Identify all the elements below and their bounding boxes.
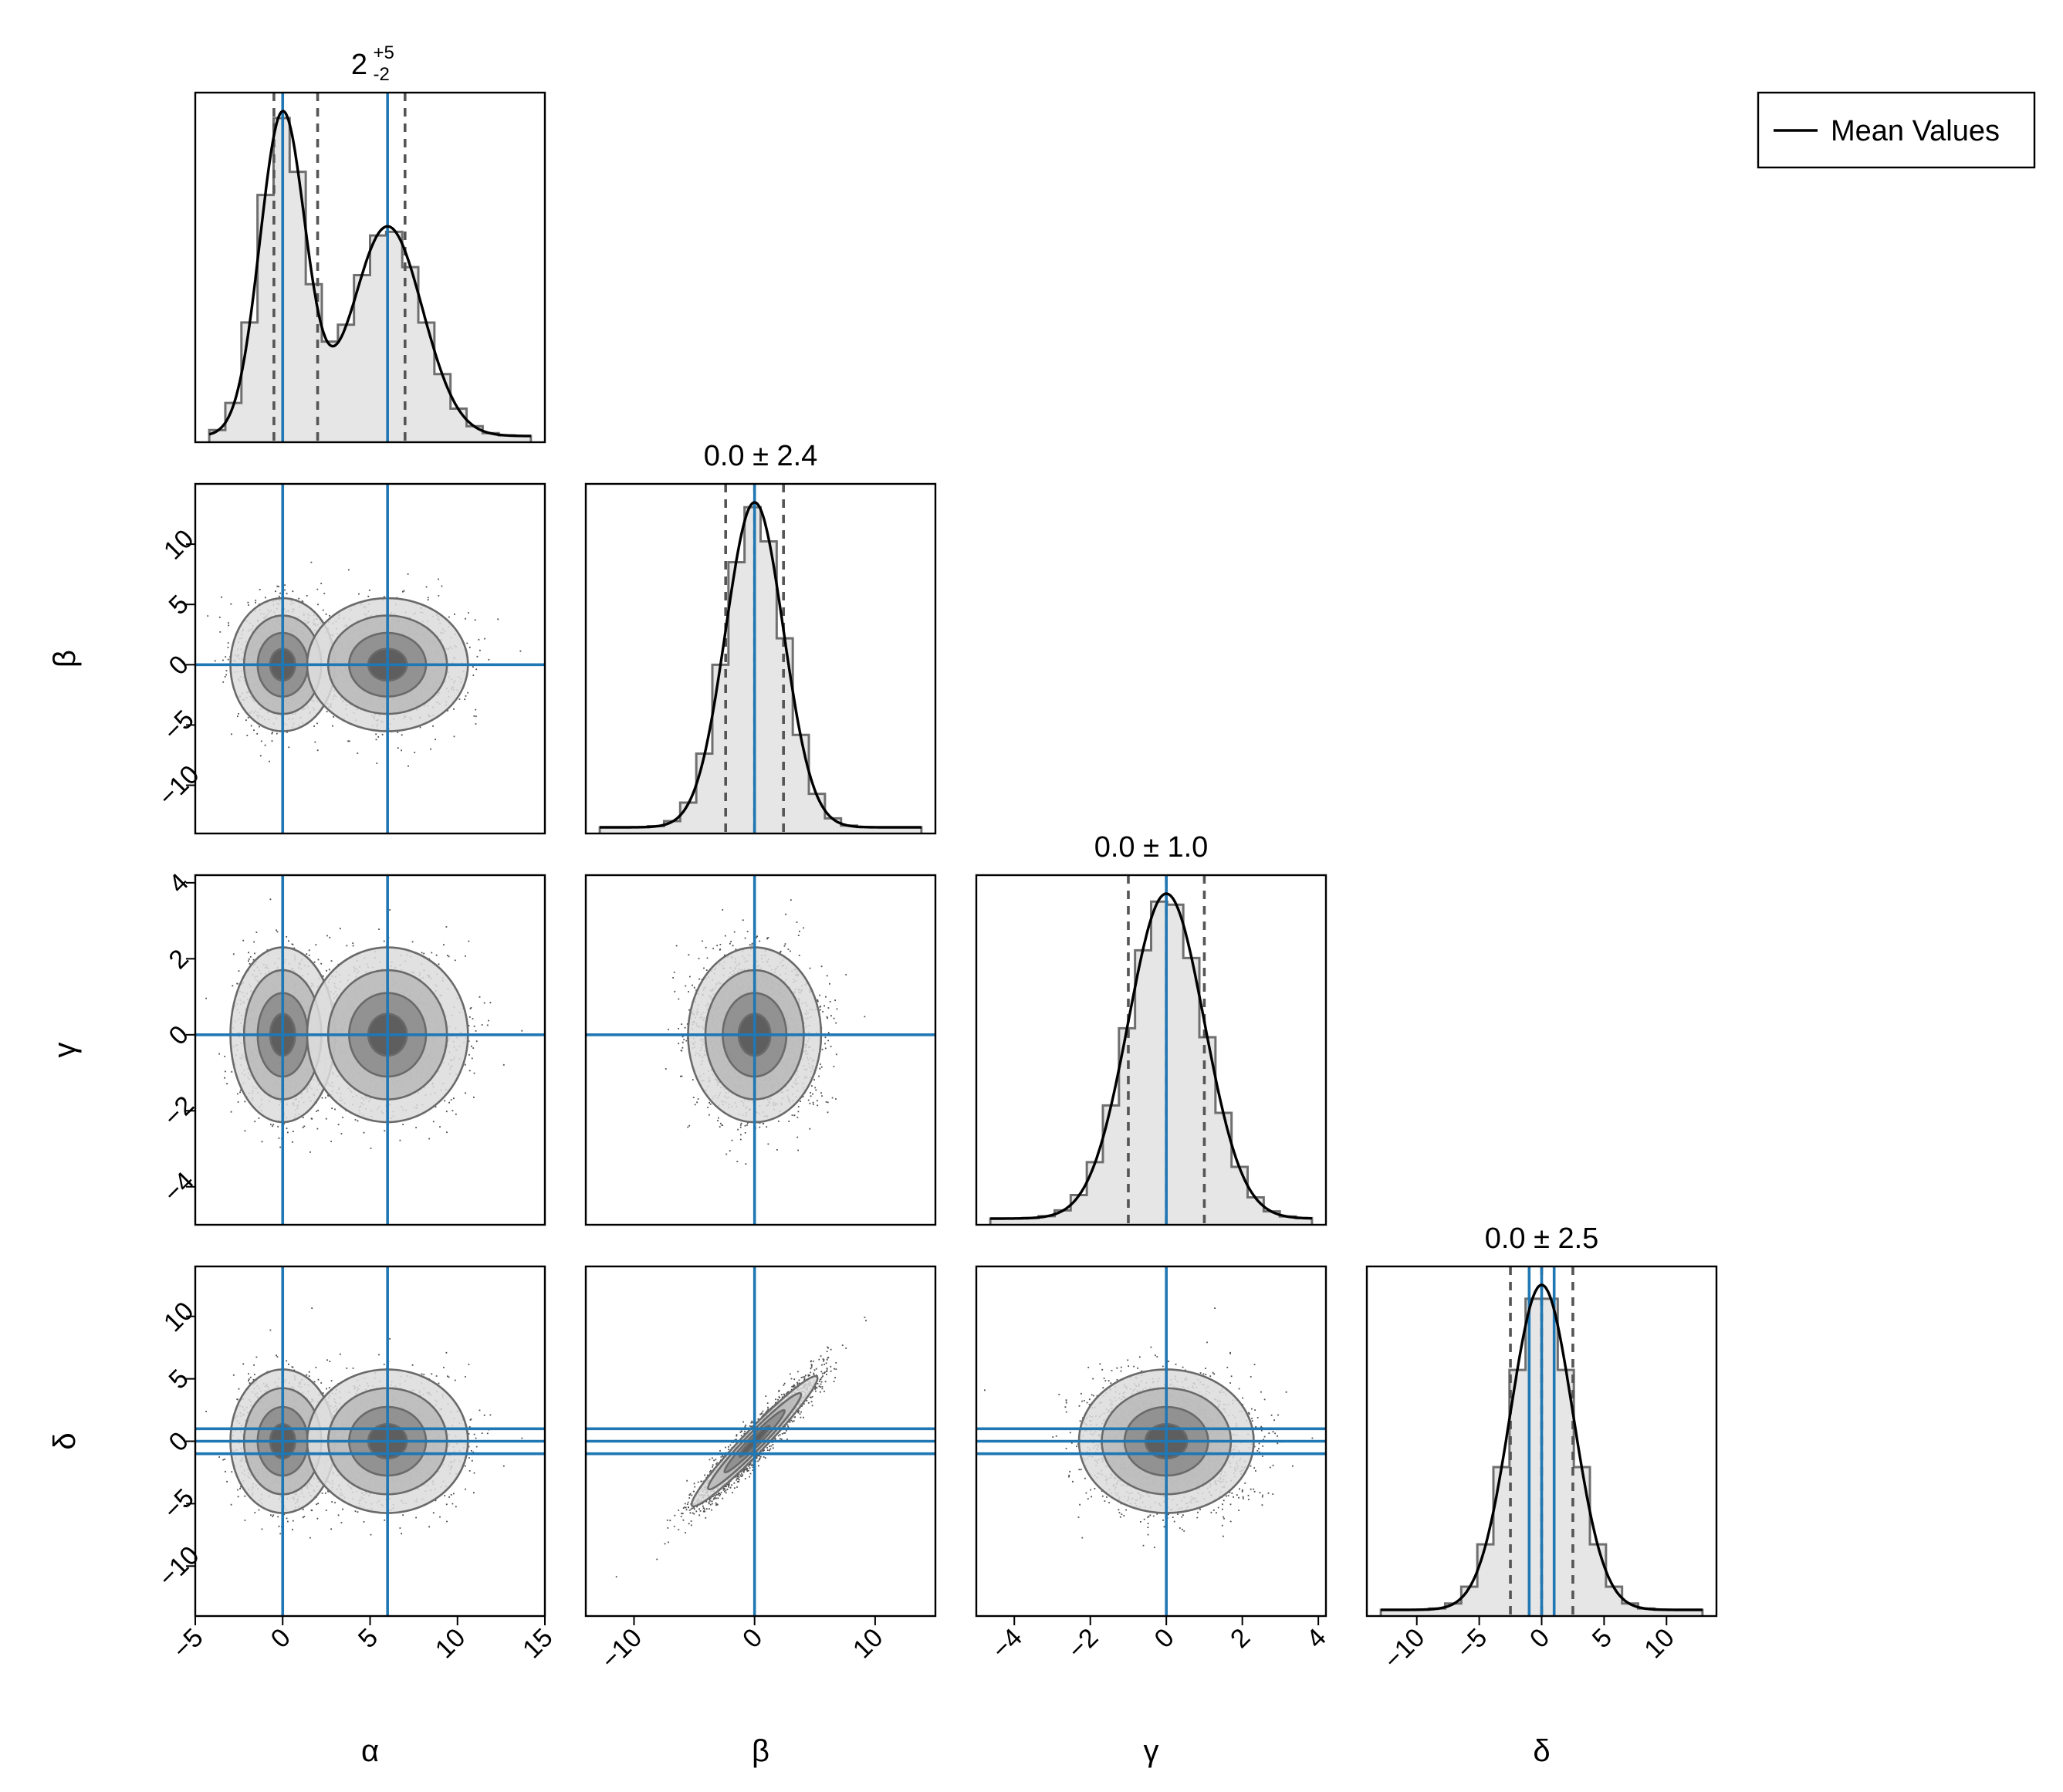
x-tick-label-δ-10: 10 (1639, 1623, 1680, 1665)
y-axis-label-β: β (48, 650, 82, 668)
x-tick-label-γ--2: −2 (1062, 1623, 1104, 1665)
y-tick-label-δ-10: 10 (158, 1297, 200, 1338)
kde-curve-β (600, 501, 922, 829)
x-tick-label-α-15: 15 (517, 1623, 559, 1665)
contour-level-0 (690, 1374, 819, 1508)
x-tick-label-β-0: 0 (737, 1623, 768, 1654)
diag-panel-β: 0.0 ± 2.4 (584, 440, 937, 835)
contour-level-1 (707, 1391, 803, 1491)
panel-title-α: 2 (351, 49, 367, 81)
y-tick-label-β--5: −5 (158, 705, 200, 746)
y-tick-label-γ--4: −4 (158, 1166, 200, 1208)
x-tick-label-δ--10: −10 (1378, 1623, 1431, 1675)
x-tick-label-α--5: −5 (167, 1623, 208, 1665)
scatter-panel-β-δ: −10 0 10 β (584, 1265, 937, 1768)
contour-level-2 (723, 1408, 786, 1474)
x-axis-label-α: α (361, 1734, 379, 1768)
histogram-bars-α (209, 118, 531, 442)
panel-title-γ: 0.0 ± 1.0 (1094, 831, 1209, 864)
kde-curve-δ (1381, 1283, 1703, 1611)
scatter-panel-γ-δ: −4 −2 0 2 4 γ (975, 1265, 1332, 1768)
x-tick-label-α-5: 5 (353, 1623, 384, 1654)
x-tick-label-β-10: 10 (847, 1623, 889, 1665)
diag-panel-α: 2 +5-2 (194, 42, 546, 444)
legend: Mean Values (1757, 91, 2036, 169)
panel-frame (194, 874, 546, 1226)
panel-frame (584, 874, 937, 1226)
x-axis-label-δ: δ (1533, 1734, 1550, 1768)
kde-curve-α (208, 110, 531, 438)
y-tick-label-δ--5: −5 (158, 1483, 200, 1525)
y-tick-label-γ--2: −2 (158, 1090, 200, 1132)
x-tick-label-γ-0: 0 (1149, 1623, 1180, 1654)
x-tick-label-α-10: 10 (430, 1623, 472, 1665)
x-tick-label-δ-5: 5 (1587, 1623, 1618, 1654)
panel-frame (584, 1265, 937, 1618)
panel-frame-α (194, 91, 546, 444)
x-tick-label-γ-2: 2 (1225, 1623, 1256, 1654)
y-tick-label-β--10: −10 (153, 759, 205, 812)
panel-title-sub-α: -2 (374, 64, 390, 85)
scatter-panel-β-γ (584, 874, 937, 1226)
contour-level-3 (738, 1424, 771, 1459)
kde-curve-γ (990, 892, 1312, 1220)
x-tick-label-γ-4: 4 (1301, 1623, 1332, 1654)
y-axis-label-γ: γ (48, 1043, 82, 1058)
panel-frame-β (584, 482, 937, 835)
legend-entry-mean-values: Mean Values (1831, 115, 2000, 147)
y-axis-label-δ: δ (48, 1432, 82, 1449)
diag-panel-δ: 0.0 ± 2.5 −10 −5 0 5 10 δ (1365, 1222, 1718, 1768)
panel-title-β: 0.0 ± 2.4 (704, 440, 818, 472)
histogram-bars-β (600, 507, 922, 833)
x-tick-label-δ--5: −5 (1451, 1623, 1493, 1665)
x-tick-label-α-0: 0 (265, 1623, 296, 1654)
x-axis-label-β: β (752, 1734, 769, 1768)
histogram-step-α (208, 117, 533, 442)
y-tick-label-δ--10: −10 (153, 1540, 205, 1593)
x-axis-label-γ: γ (1144, 1734, 1159, 1768)
panel-frame-γ (975, 874, 1327, 1226)
x-tick-label-δ-0: 0 (1524, 1623, 1555, 1654)
x-tick-label-β--10: −10 (595, 1623, 648, 1675)
panel-title-δ: 0.0 ± 2.5 (1485, 1222, 1599, 1255)
panel-title-sup-α: +5 (374, 42, 394, 63)
panel-frame (194, 482, 546, 835)
diag-panel-γ: 0.0 ± 1.0 (975, 831, 1327, 1226)
y-tick-label-β-10: 10 (158, 524, 200, 566)
x-tick-label-γ--4: −4 (986, 1623, 1028, 1665)
panel-frame (975, 1265, 1327, 1618)
